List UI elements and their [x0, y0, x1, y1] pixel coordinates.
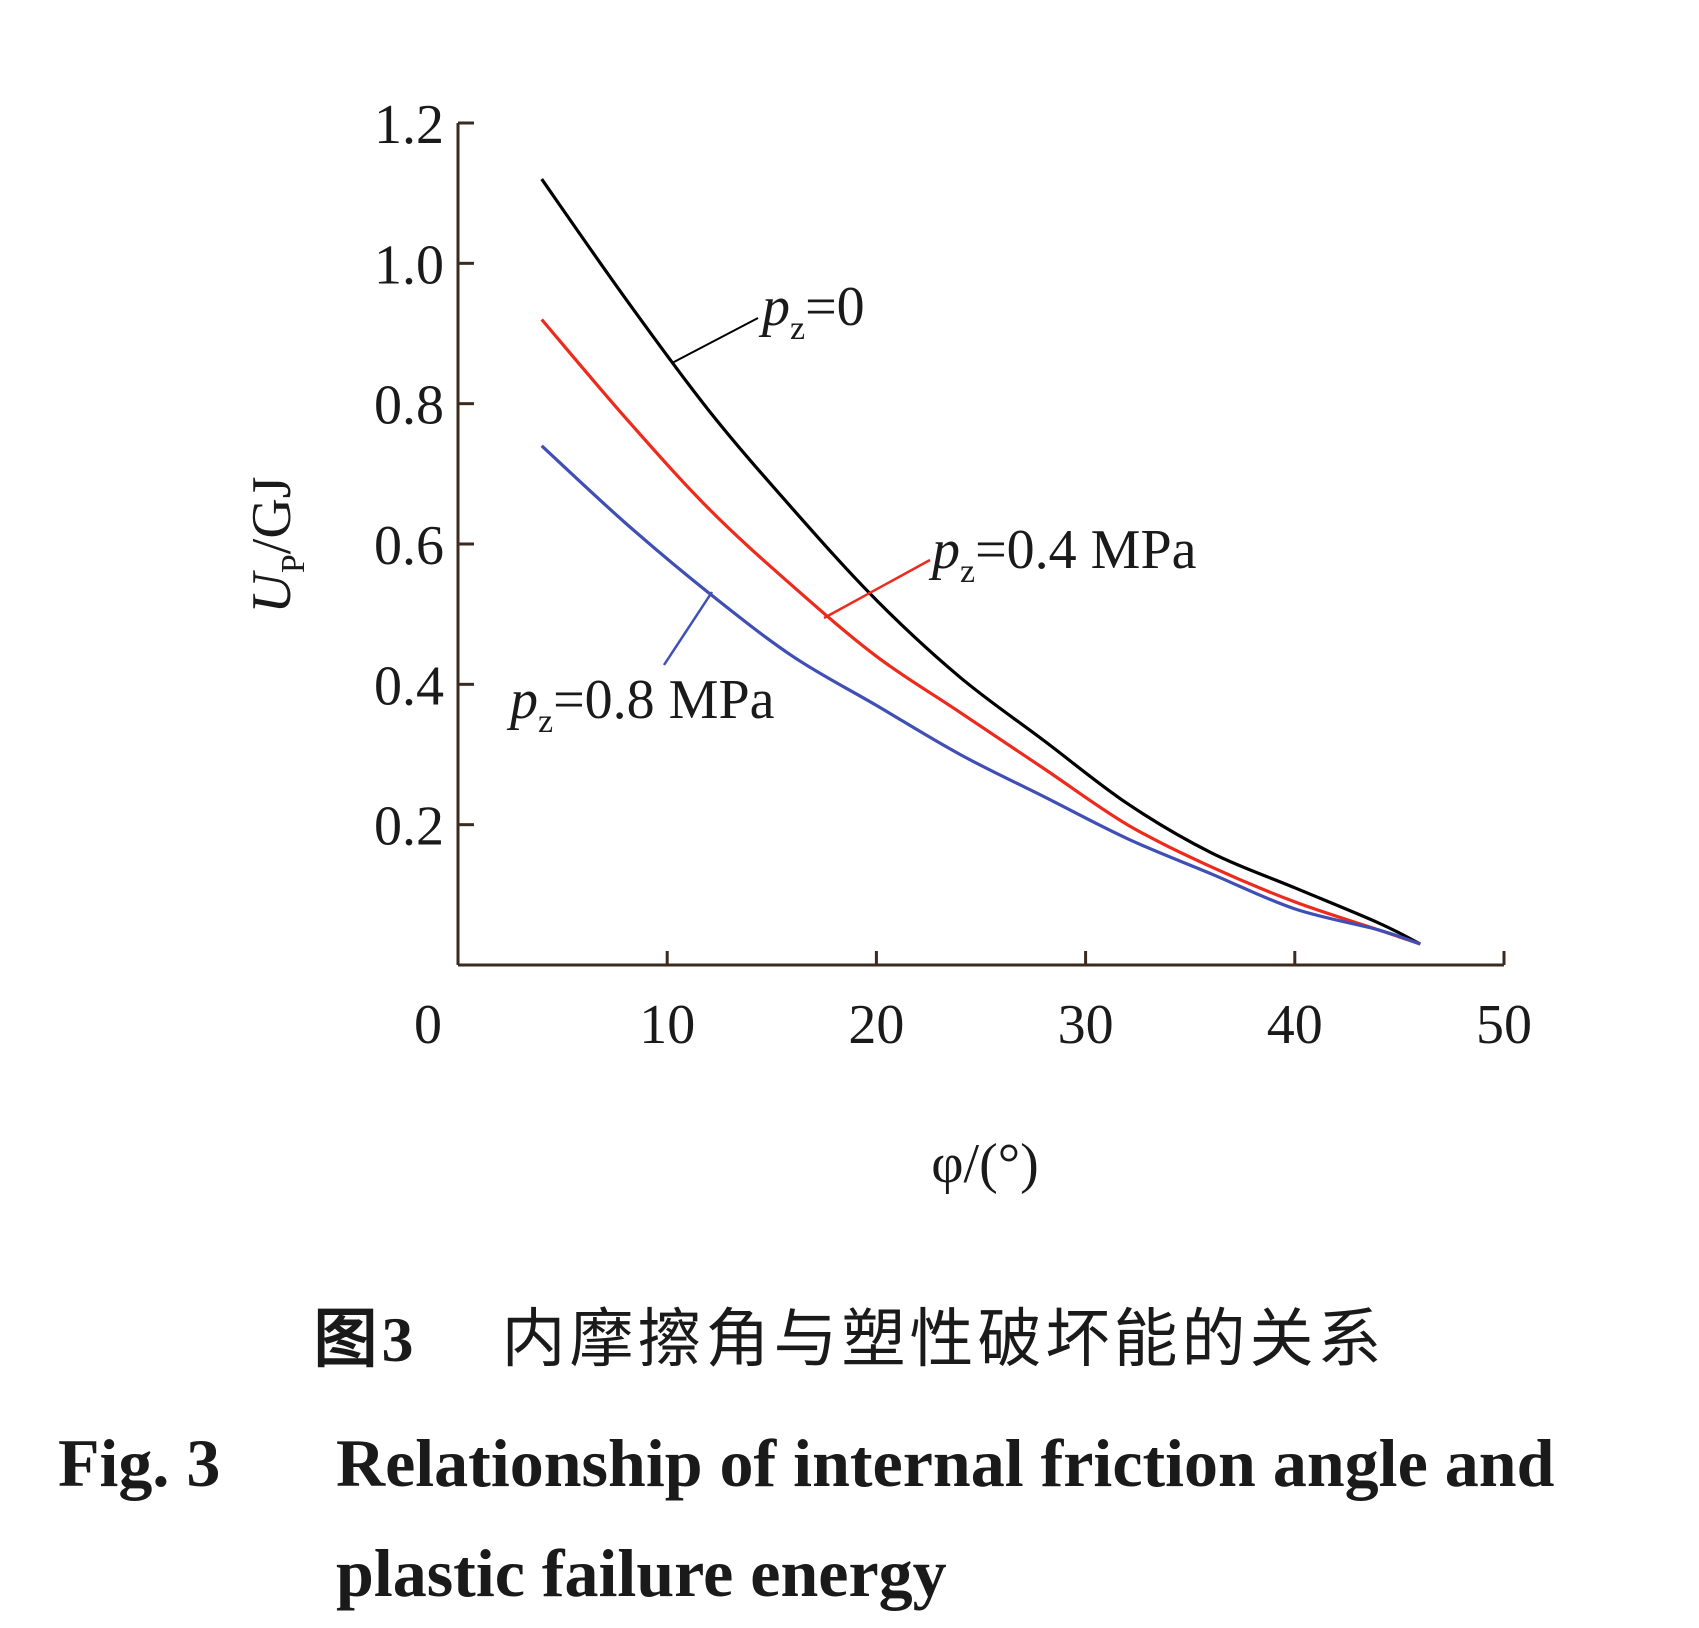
- y-tick-label: 1.2: [374, 94, 444, 156]
- leader-line-pz04: [823, 558, 931, 620]
- series-line-pz04: [540, 318, 1421, 946]
- y-tick-label: 0.6: [374, 515, 444, 577]
- caption-en-number: Fig. 3: [58, 1425, 221, 1501]
- x-tick-label: 30: [1058, 994, 1114, 1056]
- series-label-pz08: pz=0.8 MPa: [506, 669, 775, 740]
- x-tick-label: 10: [639, 994, 695, 1056]
- series-layer: [540, 178, 1422, 946]
- series-label-pz0: pz=0: [758, 276, 865, 347]
- caption-english: Fig. 3 Relationship of internal friction …: [58, 1408, 1678, 1628]
- caption-cn-title: 内摩擦角与塑性破坏能的关系: [501, 1303, 1386, 1377]
- y-tick-label: 0.8: [374, 375, 444, 437]
- leader-line-pz0: [671, 317, 759, 364]
- x-tick-label: 20: [848, 994, 904, 1056]
- caption-en-title-line2: plastic failure energy: [336, 1535, 947, 1611]
- caption-cn-number: 图3: [313, 1304, 418, 1375]
- caption-en-title-line1: Relationship of internal friction angle …: [336, 1425, 1555, 1501]
- y-tick-label: 1.0: [374, 234, 444, 296]
- x-ticks: 0 10 20 30 40 50: [414, 951, 1532, 1056]
- series-line-pz08: [540, 444, 1421, 946]
- series-label-pz04: pz=0.4 MPa: [928, 519, 1197, 590]
- x-axis-label: φ/(°): [931, 1133, 1039, 1195]
- y-axis-label: UP/GJ: [241, 476, 312, 613]
- x-tick-label: 0: [414, 994, 442, 1056]
- leader-line-pz08: [662, 591, 714, 666]
- caption-chinese: 图3 内摩擦角与塑性破坏能的关系: [0, 1288, 1699, 1380]
- x-tick-label: 40: [1267, 994, 1323, 1056]
- x-tick-label: 50: [1476, 994, 1532, 1056]
- series-label-leaders: [662, 317, 931, 666]
- y-tick-label: 0.4: [374, 655, 444, 717]
- y-tick-label: 0.2: [374, 796, 444, 858]
- series-line-pz0: [540, 178, 1422, 946]
- chart: 0 10 20 30 40 50 0.2 0.4 0.6 0.8 1.0 1.2 pz=0 pz=0…: [241, 94, 1532, 1195]
- y-ticks: 0.2 0.4 0.6 0.8 1.0 1.2: [374, 94, 474, 858]
